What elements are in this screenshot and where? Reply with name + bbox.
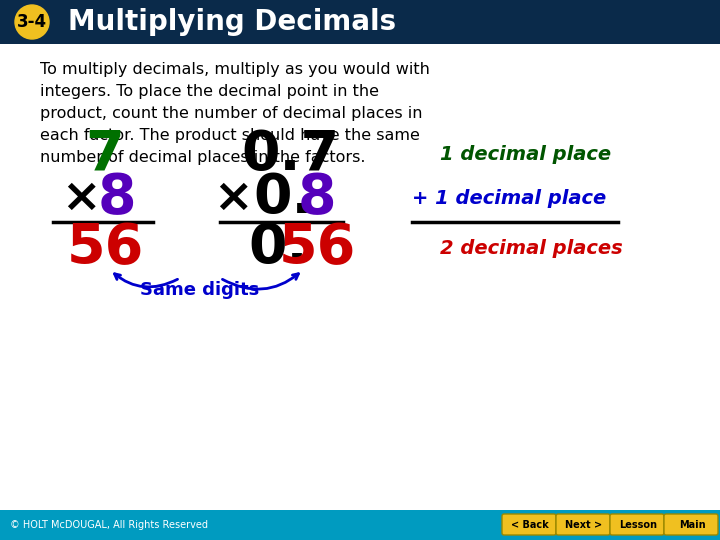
Text: 1 decimal place: 1 decimal place [440, 145, 611, 165]
Bar [0, 510, 720, 540]
Text: ×: × [213, 176, 253, 220]
Text: product, count the number of decimal places in: product, count the number of decimal pla… [40, 106, 423, 121]
Text: integers. To place the decimal point in the: integers. To place the decimal point in … [40, 84, 379, 99]
Text: 56: 56 [66, 221, 144, 275]
Circle shape [15, 5, 49, 39]
Text: Multiplying Decimals: Multiplying Decimals [68, 8, 396, 36]
Bar [0, 0, 720, 44]
Text: + 1 decimal place: + 1 decimal place [412, 188, 606, 207]
Text: 56: 56 [279, 221, 356, 275]
Text: Next >: Next > [565, 520, 603, 530]
Text: Main: Main [679, 520, 706, 530]
Text: To multiply decimals, multiply as you would with: To multiply decimals, multiply as you wo… [40, 62, 430, 77]
Text: < Back: < Back [511, 520, 549, 530]
Text: 2 decimal places: 2 decimal places [440, 239, 623, 258]
Text: 0.: 0. [248, 221, 307, 275]
FancyBboxPatch shape [610, 514, 664, 535]
FancyBboxPatch shape [502, 514, 556, 535]
Text: ×: × [61, 176, 101, 220]
FancyBboxPatch shape [556, 514, 610, 535]
Text: Same digits: Same digits [140, 281, 260, 299]
Text: 3-4: 3-4 [17, 13, 47, 31]
Text: 8: 8 [98, 171, 136, 225]
Text: number of decimal places in the factors.: number of decimal places in the factors. [40, 150, 366, 165]
Text: each factor. The product should have the same: each factor. The product should have the… [40, 128, 420, 143]
Text: © HOLT McDOUGAL, All Rights Reserved: © HOLT McDOUGAL, All Rights Reserved [10, 520, 208, 530]
Text: 0.: 0. [253, 171, 312, 225]
Text: 0.7: 0.7 [241, 128, 339, 182]
Text: 8: 8 [297, 171, 336, 225]
FancyBboxPatch shape [664, 514, 718, 535]
Text: 7: 7 [86, 128, 125, 182]
Text: Lesson: Lesson [619, 520, 657, 530]
